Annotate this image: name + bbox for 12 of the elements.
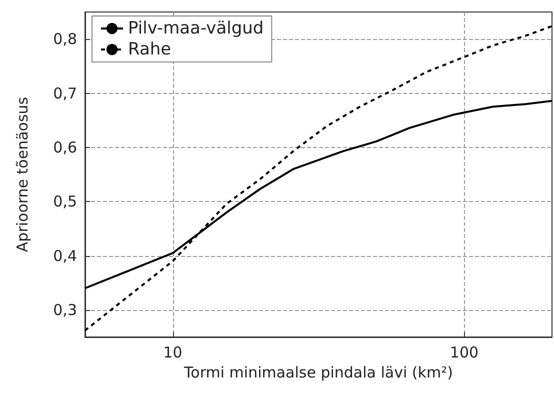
x-tick-label: 10 xyxy=(163,344,182,362)
y-tick-label: 0,6 xyxy=(53,138,77,156)
legend-label: Pilv-maa-välgud xyxy=(128,18,264,38)
y-tick-label: 0,4 xyxy=(53,246,77,265)
y-tick-label: 0,7 xyxy=(53,84,77,102)
legend-label: Rahe xyxy=(128,40,172,60)
x-axis-title: Tormi minimaalse pindala lävi (km²) xyxy=(183,364,453,382)
y-axis-title: Aprioorne tõenäosus xyxy=(14,96,32,252)
x-tick-label: 100 xyxy=(450,344,479,362)
y-tick-label: 0,8 xyxy=(53,30,77,48)
y-tick-label: 0,3 xyxy=(53,300,77,319)
y-tick-label: 0,5 xyxy=(53,192,77,211)
